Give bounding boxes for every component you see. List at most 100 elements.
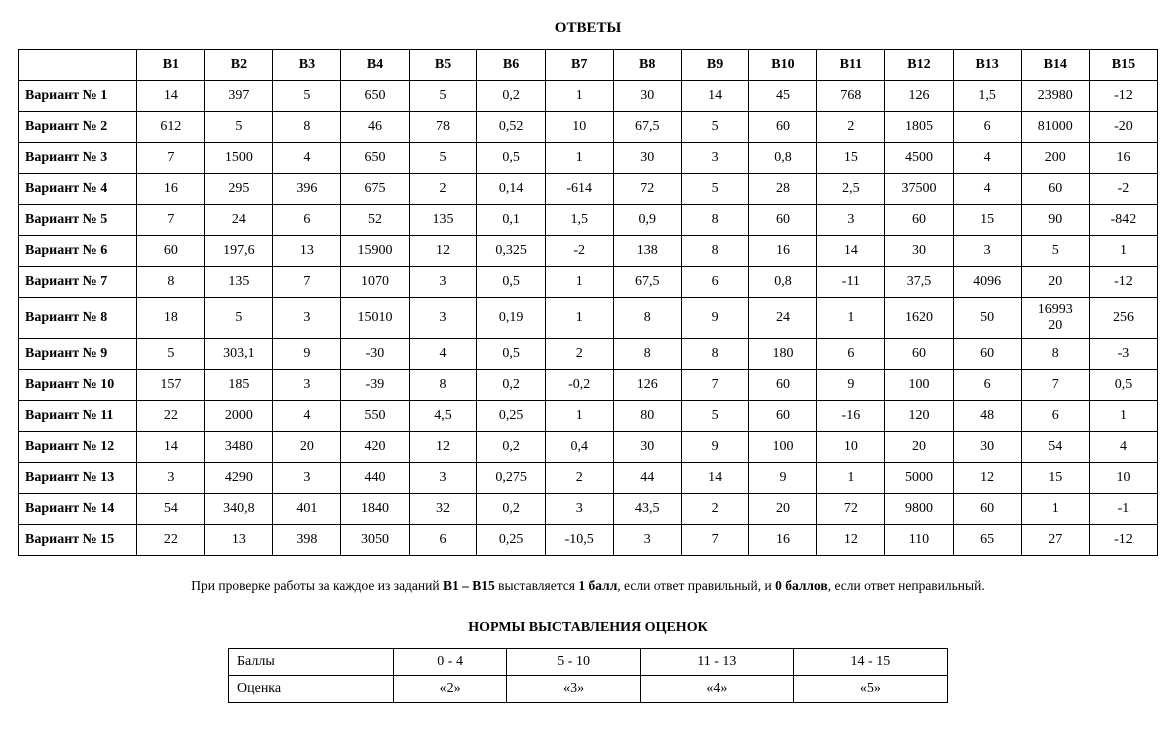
answer-cell: 1,5 (545, 205, 613, 236)
answer-cell: 2,5 (817, 174, 885, 205)
answer-cell: 78 (409, 112, 477, 143)
answer-cell: 126 (885, 81, 953, 112)
table-row: Вариант № 101571853-3980,2-0,21267609100… (19, 370, 1158, 401)
answer-cell: 5 (681, 174, 749, 205)
answer-cell: 60 (1021, 174, 1089, 205)
answer-cell: 2 (409, 174, 477, 205)
answer-cell: 0,2 (477, 81, 545, 112)
grades-cell: «2» (394, 676, 507, 703)
answer-cell: 14 (137, 81, 205, 112)
note-text-1: При проверке работы за каждое из заданий (191, 578, 443, 593)
answer-cell: 3050 (341, 525, 409, 556)
answer-cell: 5 (409, 143, 477, 174)
answer-cell: 0,52 (477, 112, 545, 143)
answer-cell: 135 (409, 205, 477, 236)
note-bold-2: 1 балл (578, 578, 617, 593)
answer-cell: 398 (273, 525, 341, 556)
row-label: Вариант № 2 (19, 112, 137, 143)
column-header: B5 (409, 50, 477, 81)
answer-cell: -11 (817, 267, 885, 298)
answer-cell: 650 (341, 81, 409, 112)
column-header: B12 (885, 50, 953, 81)
column-header: B11 (817, 50, 885, 81)
answer-cell: 3 (545, 494, 613, 525)
answer-cell: 4 (273, 401, 341, 432)
answer-cell: 768 (817, 81, 885, 112)
answer-cell: -842 (1089, 205, 1157, 236)
answer-cell: 8 (409, 370, 477, 401)
answer-cell: 80 (613, 401, 681, 432)
table-row: Вариант № 781357107030,5167,560,8-1137,5… (19, 267, 1158, 298)
grades-cell: «5» (793, 676, 947, 703)
answer-cell: 185 (205, 370, 273, 401)
answer-cell: 397 (205, 81, 273, 112)
answer-cell: 1 (545, 267, 613, 298)
row-label: Вариант № 6 (19, 236, 137, 267)
answer-cell: 550 (341, 401, 409, 432)
answer-cell: 5 (1021, 236, 1089, 267)
header-row: B1B2B3B4B5B6B7B8B9B10B11B12B13B14B15 (19, 50, 1158, 81)
answer-cell: 0,2 (477, 494, 545, 525)
answer-cell: 13 (205, 525, 273, 556)
answer-cell: 3 (137, 463, 205, 494)
answer-cell: 6 (273, 205, 341, 236)
answer-cell: 1840 (341, 494, 409, 525)
answer-cell: 1 (1089, 401, 1157, 432)
answer-cell: 0,5 (477, 267, 545, 298)
answer-cell: -614 (545, 174, 613, 205)
answer-cell: 4 (953, 174, 1021, 205)
answer-cell: 30 (613, 81, 681, 112)
answer-cell: 3 (273, 463, 341, 494)
column-header: B7 (545, 50, 613, 81)
answer-cell: 60 (749, 205, 817, 236)
answer-cell: 3 (273, 298, 341, 339)
table-row: Вариант № 1454340,84011840320,2343,52207… (19, 494, 1158, 525)
answer-cell: 340,8 (205, 494, 273, 525)
answer-cell: 60 (137, 236, 205, 267)
answer-cell: 60 (749, 370, 817, 401)
row-label: Вариант № 11 (19, 401, 137, 432)
answer-cell: 18 (137, 298, 205, 339)
answer-cell: 8 (1021, 339, 1089, 370)
answer-cell: 0,275 (477, 463, 545, 494)
answer-cell: 295 (205, 174, 273, 205)
answer-cell: 20 (1021, 267, 1089, 298)
answer-cell: 7 (681, 370, 749, 401)
answer-cell: 67,5 (613, 267, 681, 298)
column-header: B13 (953, 50, 1021, 81)
answer-cell: 0,2 (477, 432, 545, 463)
column-header: B8 (613, 50, 681, 81)
answer-cell: 420 (341, 432, 409, 463)
answer-cell: 7 (681, 525, 749, 556)
answer-cell: 60 (749, 401, 817, 432)
answer-cell: 50 (953, 298, 1021, 339)
answer-cell: 12 (409, 432, 477, 463)
answer-cell: 8 (613, 298, 681, 339)
answer-cell: -0,2 (545, 370, 613, 401)
answer-cell: 72 (817, 494, 885, 525)
answer-cell: 81000 (1021, 112, 1089, 143)
answer-cell: 396 (273, 174, 341, 205)
table-row: Вариант № 371500465050,513030,8154500420… (19, 143, 1158, 174)
answer-cell: 20 (749, 494, 817, 525)
row-label: Вариант № 10 (19, 370, 137, 401)
answer-cell: 60 (953, 339, 1021, 370)
answer-cell: 60 (749, 112, 817, 143)
answer-cell: 6 (681, 267, 749, 298)
answer-cell: 8 (137, 267, 205, 298)
answer-cell: 54 (137, 494, 205, 525)
answer-cell: -30 (341, 339, 409, 370)
row-label: Вариант № 1 (19, 81, 137, 112)
answer-cell: 440 (341, 463, 409, 494)
grades-label-points: Баллы (229, 649, 394, 676)
answer-cell: 0,25 (477, 525, 545, 556)
answer-cell: 5 (137, 339, 205, 370)
answer-cell: 15 (953, 205, 1021, 236)
table-row: Вариант № 660197,61315900120,325-2138816… (19, 236, 1158, 267)
answer-cell: 60 (885, 205, 953, 236)
answer-cell: 10 (545, 112, 613, 143)
answer-cell: 180 (749, 339, 817, 370)
grades-cell: 5 - 10 (507, 649, 641, 676)
answer-cell: 48 (953, 401, 1021, 432)
grades-table: Баллы 0 - 4 5 - 10 11 - 13 14 - 15 Оценк… (228, 648, 948, 703)
